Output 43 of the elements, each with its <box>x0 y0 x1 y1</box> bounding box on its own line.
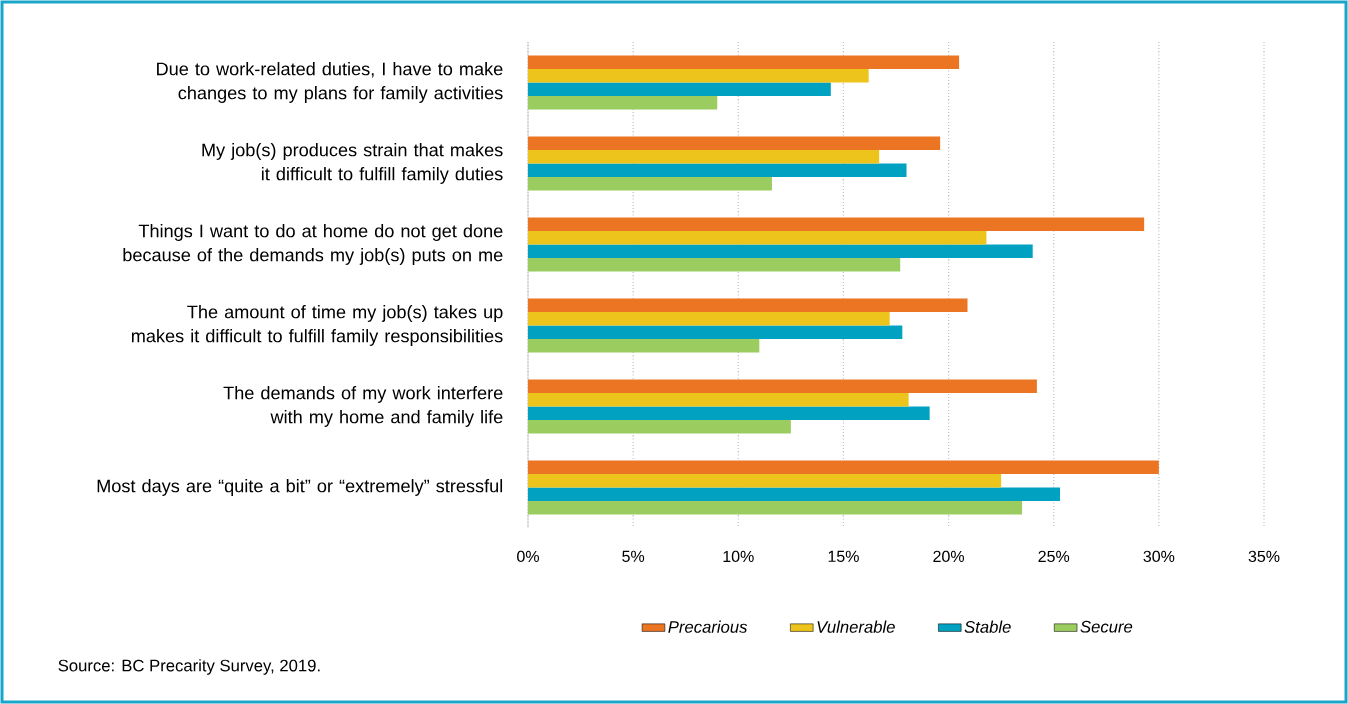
bar <box>528 325 903 339</box>
bar <box>528 393 909 407</box>
bar <box>528 379 1037 394</box>
bar <box>528 258 901 272</box>
bar <box>528 55 960 70</box>
y-tick-label: My job(s) produces strain that makes it difficult to fulfill family duties <box>202 143 503 184</box>
y-tick-label: Most days are “quite a bit” or “extremely” stressful <box>97 479 503 496</box>
bar <box>528 339 760 353</box>
legend-label: Vulnerable <box>817 620 895 633</box>
bar <box>528 244 1033 258</box>
source-note: Source: BC Precarity Survey, 2019. <box>58 659 320 675</box>
y-tick-label: The amount of time my job(s) takes up makes it difficult to fulfill family responsibilities <box>131 305 503 346</box>
bar <box>528 501 1023 515</box>
x-tick-label: 15% <box>828 550 859 562</box>
legend-label: Secure <box>1080 620 1133 633</box>
y-tick-label: The demands of my work interfere with my home and family life <box>223 386 503 427</box>
bar <box>528 217 1145 232</box>
x-tick-label: 25% <box>1038 550 1070 563</box>
x-tick-label: 10% <box>723 550 754 563</box>
bar <box>528 150 880 164</box>
y-tick-label: Due to work-related duties, I have to make changes to my plans for family activities <box>157 62 503 103</box>
bar <box>528 82 831 96</box>
x-tick-label: 20% <box>933 550 965 563</box>
bar <box>528 420 791 434</box>
bar <box>528 312 890 326</box>
bar <box>528 487 1061 501</box>
bar <box>528 406 930 420</box>
legend-label: Stable <box>964 620 1011 633</box>
bar <box>528 136 941 151</box>
bar <box>528 231 987 245</box>
y-tick-label: Things I want to do at home do not get done because of the demands my job(s) puts on me <box>123 224 503 265</box>
x-tick-label: 30% <box>1143 550 1175 563</box>
bar <box>528 298 968 313</box>
x-tick-label: 0% <box>517 550 539 563</box>
bar <box>528 460 1159 475</box>
bar <box>528 69 869 83</box>
bar <box>528 163 907 177</box>
x-tick-label: 5% <box>622 550 645 562</box>
x-tick-label: 35% <box>1248 550 1280 563</box>
bar <box>528 177 772 191</box>
legend-label: Precarious <box>668 620 748 633</box>
bar <box>528 96 718 110</box>
bar <box>528 474 1002 488</box>
